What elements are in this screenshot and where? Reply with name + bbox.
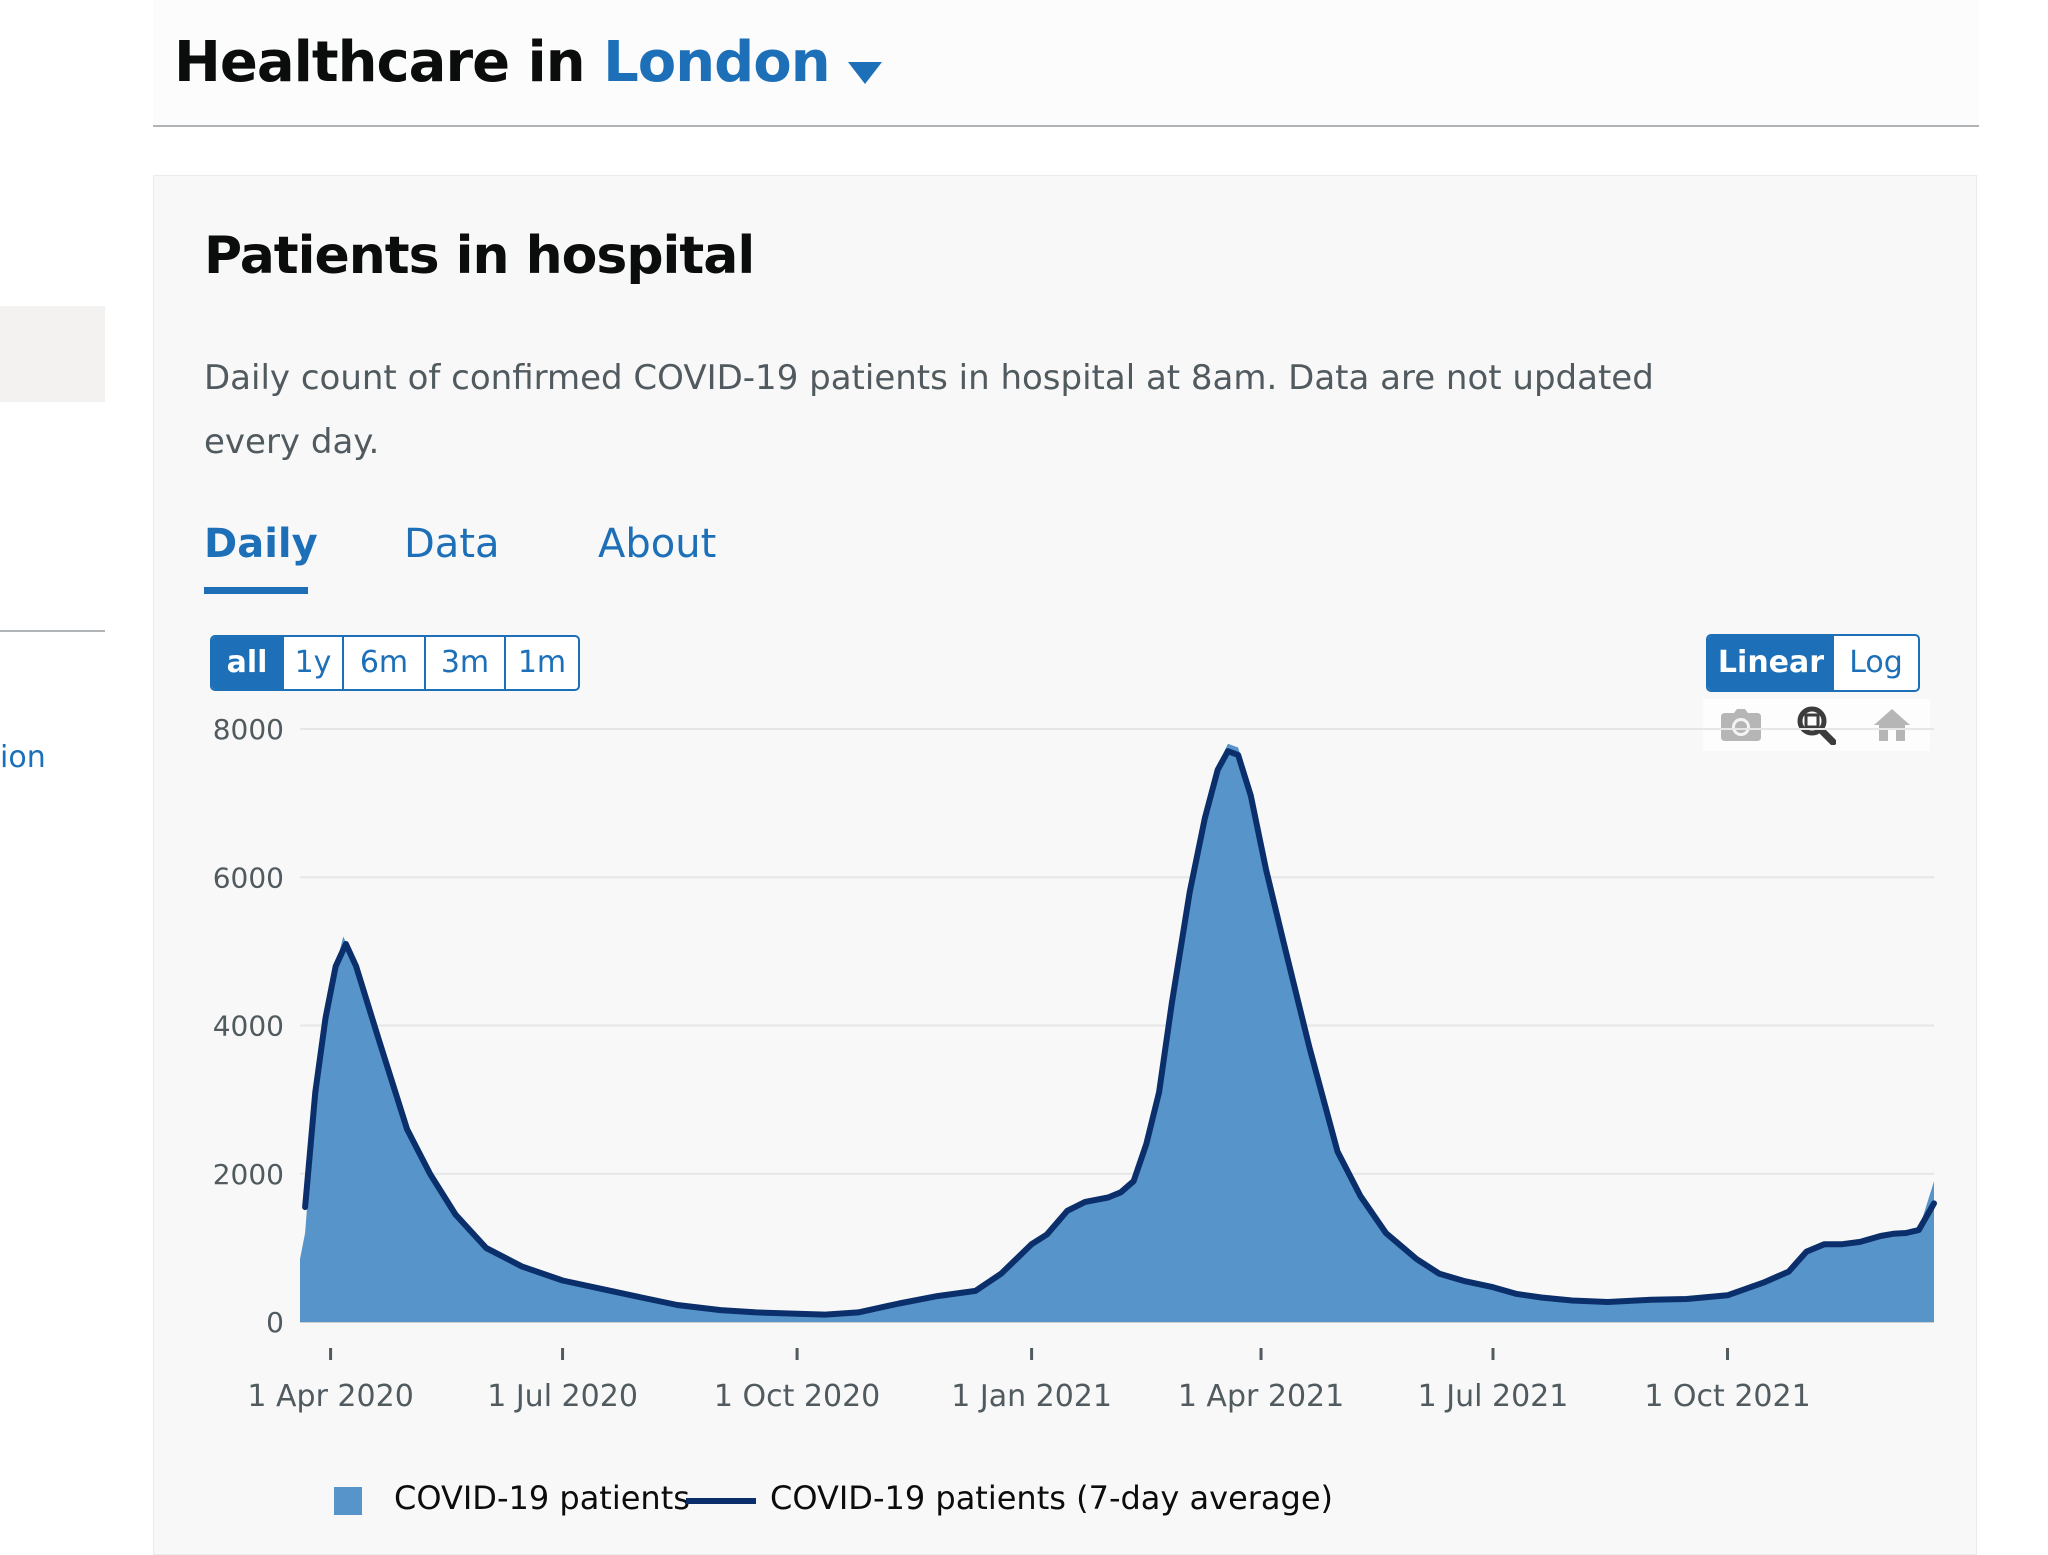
card-description: Daily count of confirmed COVID-19 patien…	[204, 358, 1654, 462]
page-header	[153, 0, 1979, 126]
x-tick-label: 1 Oct 2021	[1644, 1379, 1810, 1414]
legend-swatch-daily	[334, 1487, 362, 1515]
location-name: London	[603, 30, 830, 95]
caret-down-icon	[847, 33, 882, 98]
scale-log-button[interactable]: Log	[1849, 645, 1903, 680]
x-tick-label: 1 Jul 2021	[1418, 1379, 1569, 1414]
axis-layer: 0 2000 4000 6000 8000 1 Apr 2020 1 Jul 2020 1 O…	[213, 713, 1811, 1414]
time-range-selector: all 1y 6m 3m 1m	[210, 635, 580, 691]
page-title-prefix: Healthcare in	[174, 30, 586, 95]
page-title: Healthcare in London	[174, 30, 882, 98]
x-tick-label: 1 Apr 2020	[247, 1379, 413, 1414]
home-icon[interactable]	[1870, 703, 1914, 747]
patients-chart: 0 2000 4000 6000 8000 1 Apr 2020 1 Jul 2020 1 O…	[213, 713, 1937, 1414]
x-tick-label: 1 Oct 2020	[714, 1379, 880, 1414]
sidebar-link[interactable]: ion	[0, 740, 46, 775]
header-divider	[153, 125, 1979, 127]
average-line-layer	[302, 748, 1937, 1318]
y-tick-label: 6000	[213, 861, 284, 894]
y-tick-label: 4000	[213, 1010, 284, 1043]
legend-swatch-average	[686, 1498, 756, 1504]
x-tick-label: 1 Apr 2021	[1178, 1379, 1344, 1414]
camera-icon[interactable]	[1719, 703, 1763, 747]
range-all-button[interactable]: all	[212, 637, 284, 689]
tab-daily[interactable]: Daily	[204, 521, 318, 567]
axis-scale-toggle: Linear Log	[1706, 634, 1920, 692]
location-dropdown[interactable]: London	[603, 30, 882, 98]
y-tick-label: 8000	[213, 713, 284, 746]
average-line	[302, 748, 1937, 1318]
patients-in-hospital-card: Patients in hospital Daily count of conf…	[153, 175, 1977, 1555]
legend-label-average: COVID-19 patients (7-day average)	[770, 1479, 1333, 1517]
sidebar-divider	[0, 630, 105, 632]
range-3m-button[interactable]: 3m	[426, 637, 506, 689]
tab-data[interactable]: Data	[404, 521, 500, 567]
sidebar-selected-item[interactable]	[0, 306, 105, 402]
range-6m-button[interactable]: 6m	[344, 637, 426, 689]
tab-about[interactable]: About	[598, 521, 717, 567]
chart-modebar	[1703, 699, 1930, 751]
scale-linear-button[interactable]: Linear	[1708, 636, 1834, 690]
card-title: Patients in hospital	[204, 226, 755, 286]
active-tab-indicator	[204, 587, 308, 594]
y-tick-label: 2000	[213, 1158, 284, 1191]
daily-patients-area	[300, 743, 1934, 1322]
x-tick-label: 1 Jan 2021	[951, 1379, 1112, 1414]
range-1y-button[interactable]: 1y	[284, 637, 344, 689]
x-tick-label: 1 Jul 2020	[487, 1379, 638, 1414]
range-1m-button[interactable]: 1m	[517, 645, 567, 680]
legend-label-daily: COVID-19 patients	[394, 1479, 690, 1517]
zoom-icon[interactable]	[1794, 703, 1838, 747]
y-tick-label: 0	[266, 1306, 284, 1339]
daily-area-layer	[300, 743, 1934, 1322]
